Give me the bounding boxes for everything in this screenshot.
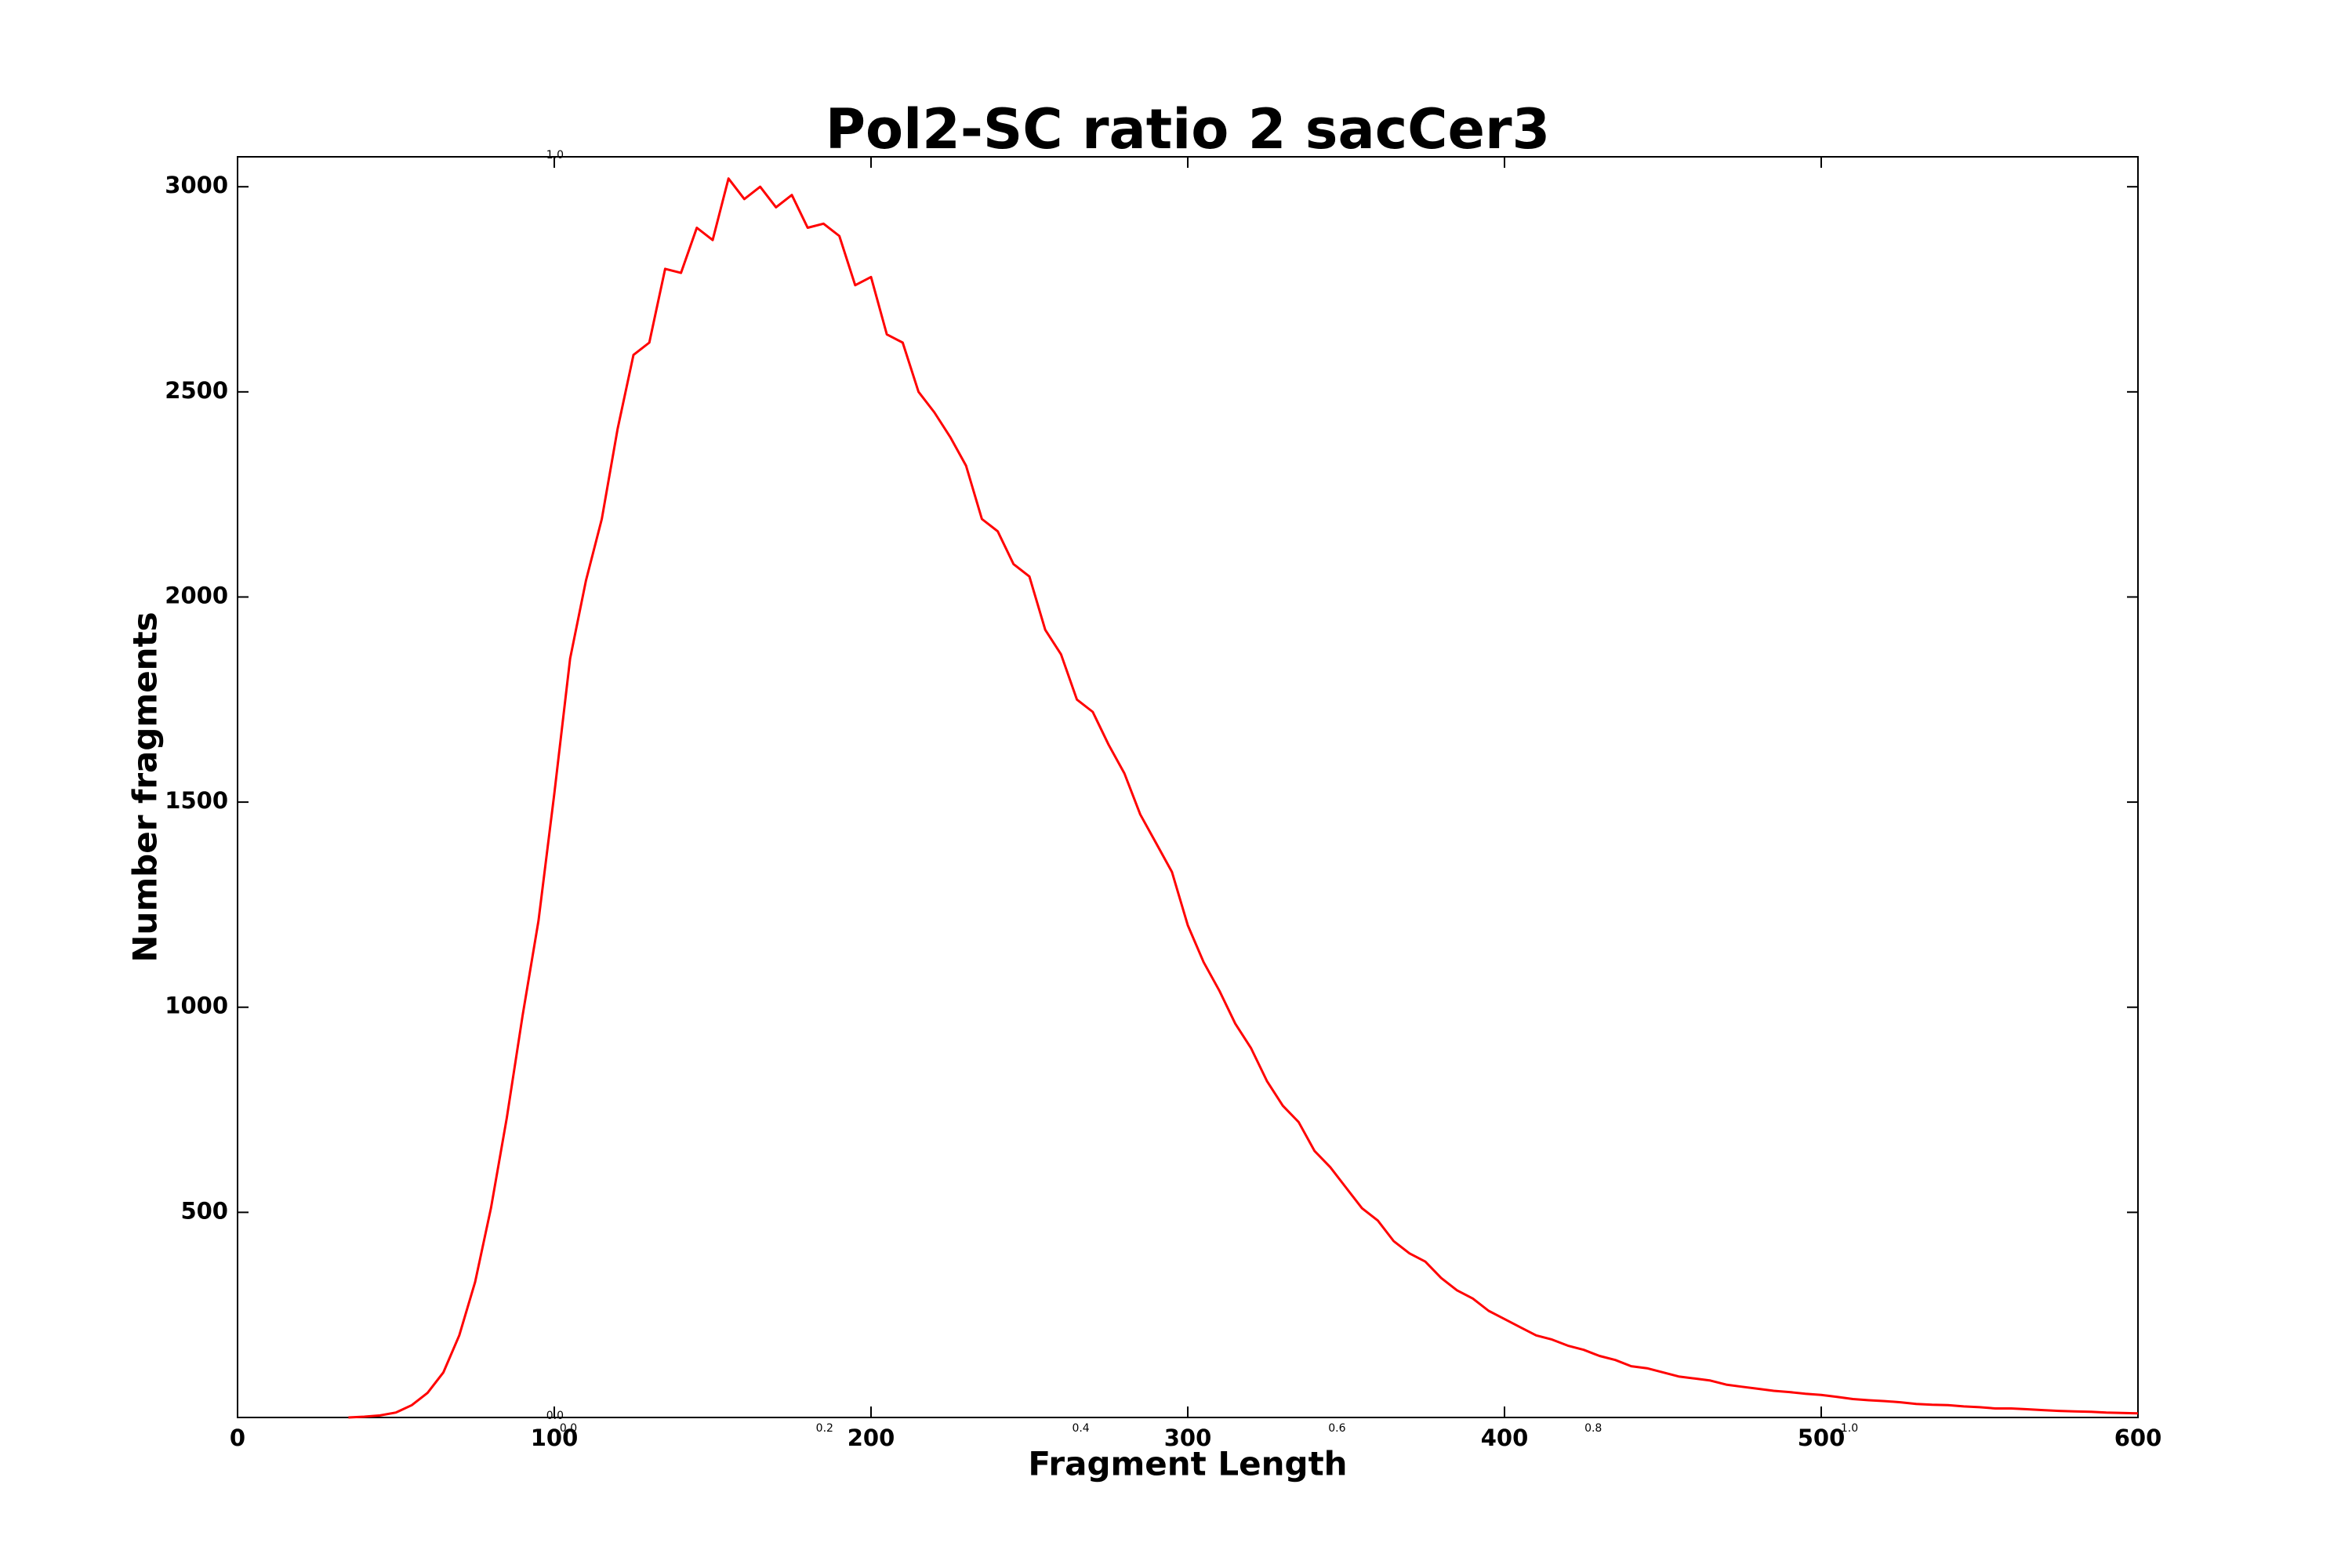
overlay-x-tick-label: 0.2 [816, 1422, 833, 1435]
x-tick-label: 500 [1798, 1425, 1846, 1451]
x-tick-label: 600 [2114, 1425, 2162, 1451]
y-tick-label: 500 [180, 1197, 228, 1224]
overlay-x-tick-label: 0.6 [1328, 1422, 1345, 1435]
y-tick-label: 1000 [165, 993, 228, 1019]
chart-title: Pol2-SC ratio 2 sacCer3 [826, 97, 1551, 162]
x-tick-label: 200 [848, 1425, 895, 1451]
y-tick-label: 2000 [165, 582, 228, 608]
x-tick-label: 300 [1164, 1425, 1212, 1451]
data-line [348, 177, 2139, 1419]
overlay-x-tick-label: 1.0 [1841, 1422, 1858, 1435]
plot-frame [237, 156, 2139, 1418]
overlay-x-tick-label: 0.0 [560, 1422, 577, 1435]
y-tick-label: 2500 [165, 377, 228, 404]
y-tick-label: 3000 [165, 172, 228, 198]
x-tick-label: 0 [230, 1425, 245, 1451]
overlay-y-tick-label: 1.0 [546, 149, 564, 162]
y-tick-label: 1500 [165, 787, 228, 814]
x-axis-label: Fragment Length [1028, 1445, 1347, 1483]
y-axis-label: Number fragments [126, 612, 165, 962]
overlay-y-tick-label: 0.0 [546, 1410, 564, 1422]
x-tick-label: 400 [1481, 1425, 1529, 1451]
overlay-x-tick-label: 0.8 [1584, 1422, 1602, 1435]
x-tick-label: 100 [531, 1425, 579, 1451]
overlay-x-tick-label: 0.4 [1072, 1422, 1089, 1435]
